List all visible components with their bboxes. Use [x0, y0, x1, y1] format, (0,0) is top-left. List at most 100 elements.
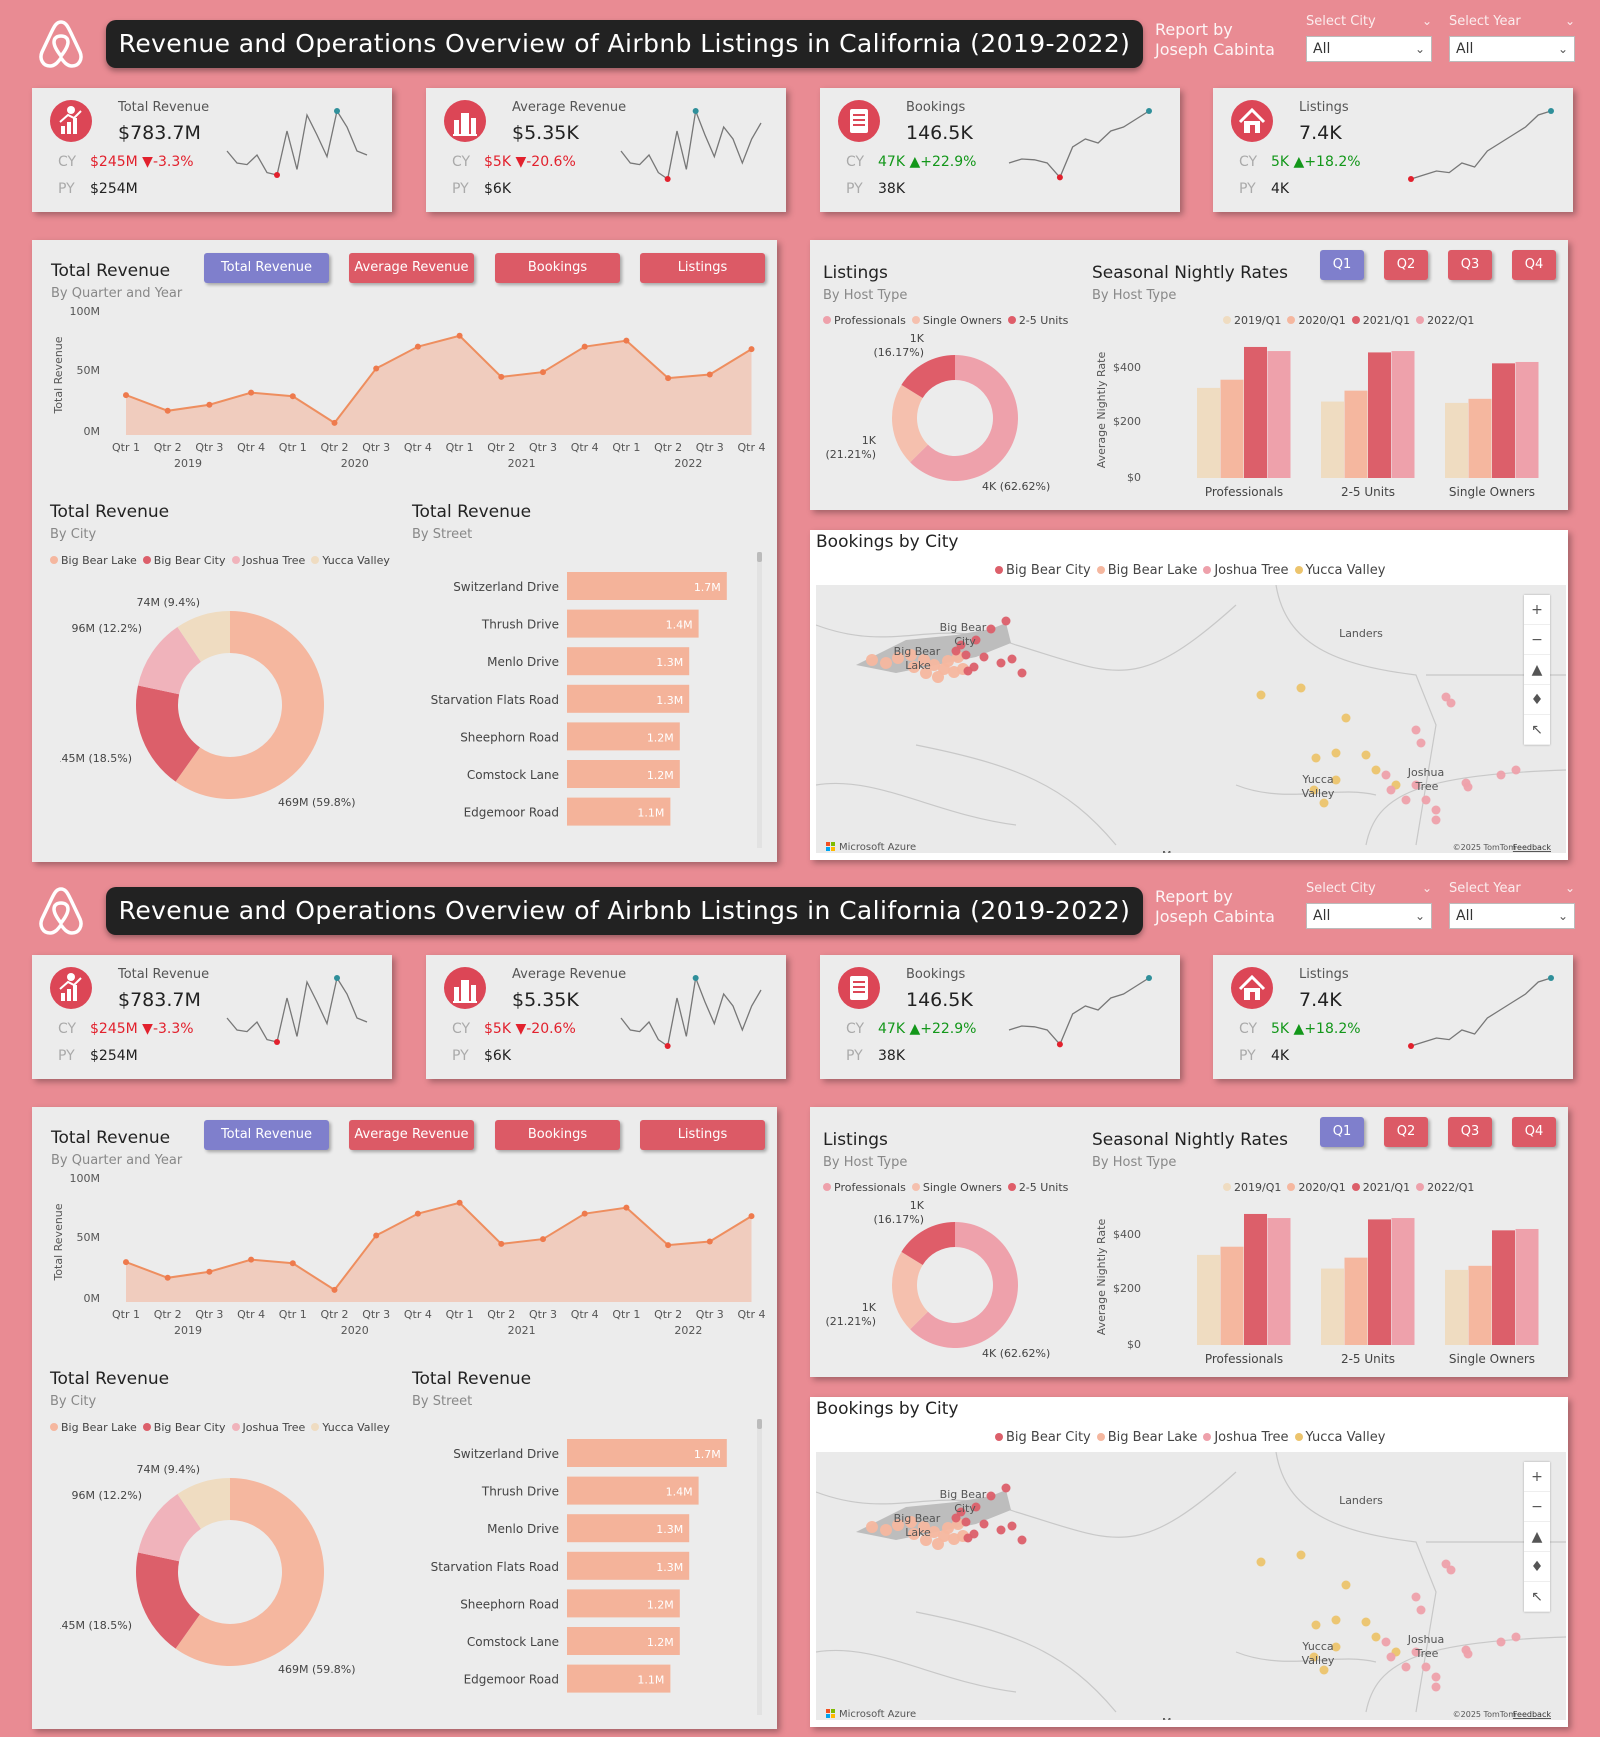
legend-marker	[1007, 1183, 1016, 1191]
sparkline-min-point	[664, 1043, 671, 1049]
kpi-value: 7.4K	[1299, 989, 1342, 1011]
revenue-point	[248, 1256, 255, 1263]
sparkline-path	[620, 975, 762, 1048]
zoom-in-icon[interactable]: +	[1524, 595, 1550, 625]
street-scrollbar[interactable]	[757, 552, 762, 848]
quarter-button-q2[interactable]: Q2	[1384, 1117, 1428, 1147]
street-label: Comstock Lane	[467, 1635, 559, 1649]
map-place-label: Landers	[1339, 627, 1383, 640]
kpi-py-value: $254M	[90, 1048, 138, 1064]
x-tick-label: Qtr 1	[446, 1308, 474, 1321]
legend-item: Joshua Tree	[1203, 1430, 1289, 1445]
city-slice-big-bear-city	[136, 685, 200, 782]
city-dropdown[interactable]: All ⌄	[1306, 903, 1432, 929]
chevron-down-icon[interactable]: ⌄	[1421, 881, 1432, 895]
legend-marker	[311, 556, 320, 564]
year-dropdown[interactable]: All ⌄	[1449, 903, 1575, 929]
triangle-down-icon: ▼	[142, 1021, 153, 1037]
select-cursor-icon[interactable]: ↖	[1524, 715, 1550, 745]
city-slicer[interactable]: Select City ⌄ All ⌄	[1306, 14, 1432, 62]
compass-icon[interactable]: ♦	[1524, 685, 1550, 715]
sparkline-max-point	[692, 975, 699, 981]
year-dropdown[interactable]: All ⌄	[1449, 36, 1575, 62]
kpi-py-value: 38K	[878, 1048, 905, 1064]
select-cursor-icon[interactable]: ↖	[1524, 1582, 1550, 1612]
zoom-out-icon[interactable]: −	[1524, 625, 1550, 655]
tilt-icon[interactable]: ▲	[1524, 655, 1550, 685]
sparkline-min-point	[1056, 174, 1063, 181]
kpi-card-listings: Listings 7.4K CY 5K ▲+18.2% PY 4K	[1213, 88, 1573, 212]
zoom-in-icon[interactable]: +	[1524, 1462, 1550, 1492]
chevron-down-icon[interactable]: ⌄	[1564, 14, 1575, 28]
map-controls: + − ▲ ♦ ↖	[1524, 1462, 1550, 1612]
revenue-point	[164, 407, 171, 414]
y-tick-label: $200	[1113, 415, 1141, 428]
quarter-button-q3[interactable]: Q3	[1448, 1117, 1492, 1147]
sparkline-min-point	[274, 172, 280, 178]
street-bar	[567, 722, 680, 751]
total-revenue-button[interactable]: Total Revenue	[204, 1120, 329, 1150]
dashboard-page-2: Revenue and Operations Overview of Airbn…	[0, 867, 1600, 1737]
quarter-button-q1[interactable]: Q1	[1320, 1117, 1364, 1147]
revenue-point	[289, 393, 296, 400]
listings-button[interactable]: Listings	[640, 1120, 765, 1150]
compass-icon[interactable]: ♦	[1524, 1552, 1550, 1582]
average-revenue-button[interactable]: Average Revenue	[349, 1120, 474, 1150]
map-point	[1371, 1632, 1381, 1642]
map-credit: ©2025 TomTom	[1453, 843, 1517, 852]
legend-item: 2-5 Units	[1007, 1181, 1068, 1194]
zoom-out-icon[interactable]: −	[1524, 1492, 1550, 1522]
year-slicer[interactable]: Select Year ⌄ All ⌄	[1449, 881, 1575, 929]
map-point	[979, 1519, 989, 1529]
city-slicer-label: Select City	[1306, 881, 1376, 896]
total-revenue-button[interactable]: Total Revenue	[204, 253, 329, 283]
quarter-button-q3[interactable]: Q3	[1448, 250, 1492, 280]
chevron-down-icon[interactable]: ⌄	[1564, 881, 1575, 895]
revenue-area	[126, 335, 752, 435]
kpi-title: Average Revenue	[512, 967, 627, 982]
quarter-button-q2[interactable]: Q2	[1384, 250, 1428, 280]
listings-button[interactable]: Listings	[640, 253, 765, 283]
kpi-sparkline	[620, 975, 762, 1049]
city-slice-big-bear-lake	[175, 611, 324, 799]
map-point	[1496, 1637, 1506, 1647]
city-slicer[interactable]: Select City ⌄ All ⌄	[1306, 881, 1432, 929]
report-by: Report by Joseph Cabinta	[1155, 20, 1275, 59]
chevron-down-icon: ⌄	[1557, 42, 1568, 56]
kpi-sparkline	[1008, 975, 1152, 1048]
revenue-point	[748, 346, 755, 353]
street-scrollbar[interactable]	[757, 1419, 762, 1715]
bookings-map[interactable]: Landers Big Bear City Big Bear Lake Yucca Vall…	[816, 1452, 1566, 1720]
host-slice-2-5-units	[901, 355, 955, 398]
map-place-label: Big Bear	[940, 621, 987, 634]
bookings-map[interactable]: Landers Big Bear City Big Bear Lake Yucca Vall…	[816, 585, 1566, 853]
city-dropdown[interactable]: All ⌄	[1306, 36, 1432, 62]
quarter-button-q1[interactable]: Q1	[1320, 250, 1364, 280]
seasonal-bar	[1220, 379, 1244, 478]
tilt-icon[interactable]: ▲	[1524, 1522, 1550, 1552]
revenue-trend-chart: 100M 50M 0M Total Revenue Qtr 1 Qtr 2 Qtr 3 Qtr…	[52, 305, 766, 470]
map-point	[1001, 616, 1011, 626]
map-point	[961, 650, 971, 660]
street-label: Edgemoor Road	[464, 806, 559, 820]
legend-item: Big Bear City	[995, 563, 1091, 578]
legend-marker	[1096, 566, 1105, 574]
city-chart-icon	[444, 967, 486, 1009]
chevron-down-icon[interactable]: ⌄	[1421, 14, 1432, 28]
map-point	[961, 1517, 971, 1527]
year-slicer[interactable]: Select Year ⌄ All ⌄	[1449, 14, 1575, 62]
average-revenue-button[interactable]: Average Revenue	[349, 253, 474, 283]
quarter-button-q4[interactable]: Q4	[1512, 250, 1556, 280]
kpi-value: 146.5K	[906, 122, 973, 144]
legend-item: 2-5 Units	[1007, 314, 1068, 327]
bookings-button[interactable]: Bookings	[495, 1120, 620, 1150]
host-slice-2-5-units	[901, 1222, 955, 1265]
bookings-button[interactable]: Bookings	[495, 253, 620, 283]
revenue-point	[248, 389, 255, 396]
chevron-down-icon: ⌄	[1557, 909, 1568, 923]
street-bar	[567, 797, 671, 826]
quarter-button-q4[interactable]: Q4	[1512, 1117, 1556, 1147]
legend-item: Joshua Tree	[1203, 563, 1289, 578]
seasonal-bar	[1368, 1219, 1391, 1345]
category-label: 2-5 Units	[1341, 1352, 1395, 1366]
